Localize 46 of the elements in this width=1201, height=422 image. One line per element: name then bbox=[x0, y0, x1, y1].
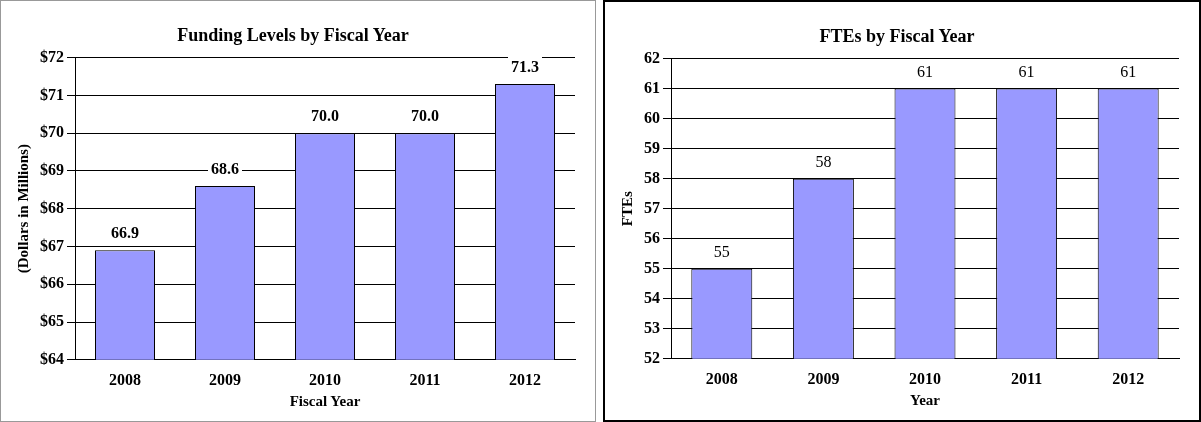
x-tick-label: 2010 bbox=[909, 369, 941, 387]
y-tick-label: $70 bbox=[40, 123, 64, 141]
y-tick-label: 52 bbox=[644, 348, 660, 366]
x-tick-label: 2009 bbox=[807, 369, 840, 387]
data-label: 68.6 bbox=[211, 160, 239, 178]
data-label: 61 bbox=[1120, 62, 1137, 80]
y-tick-label: 54 bbox=[644, 288, 660, 306]
y-tick-label: 58 bbox=[644, 168, 660, 186]
data-label: 58 bbox=[815, 152, 832, 170]
y-axis-title: (Dollars in Millions) bbox=[14, 144, 32, 274]
y-tick-label: 61 bbox=[644, 78, 660, 96]
chart-title: Funding Levels by Fiscal Year bbox=[177, 25, 409, 46]
chart-title: FTEs by Fiscal Year bbox=[819, 26, 975, 47]
x-tick-label: 2012 bbox=[1112, 369, 1145, 387]
y-tick-label: $72 bbox=[40, 47, 64, 65]
y-tick-label: $64 bbox=[40, 349, 64, 367]
x-tick-label: 2012 bbox=[509, 370, 541, 388]
data-label: 66.9 bbox=[111, 224, 139, 242]
x-tick-label: 2008 bbox=[705, 369, 738, 387]
y-tick-label: 56 bbox=[644, 228, 660, 246]
y-tick-label: 59 bbox=[644, 138, 660, 156]
data-label: 71.3 bbox=[511, 58, 539, 76]
y-tick-label: 60 bbox=[644, 108, 660, 126]
x-tick-label: 2009 bbox=[209, 370, 241, 388]
x-tick-label: 2008 bbox=[109, 370, 141, 388]
data-label: 61 bbox=[1018, 62, 1035, 80]
data-label: 61 bbox=[917, 62, 933, 80]
y-tick-label: $67 bbox=[40, 236, 64, 254]
x-axis-title: Fiscal Year bbox=[289, 392, 361, 409]
y-axis-title: FTEs bbox=[618, 191, 635, 227]
y-tick-label: $71 bbox=[40, 85, 64, 103]
y-tick-label: 62 bbox=[644, 48, 660, 66]
data-label: 55 bbox=[713, 242, 730, 260]
data-label: 70.0 bbox=[411, 107, 439, 125]
y-tick-label: $68 bbox=[40, 198, 64, 216]
x-tick-label: 2011 bbox=[409, 370, 441, 388]
y-tick-label: $66 bbox=[40, 274, 64, 292]
y-tick-label: 53 bbox=[644, 318, 660, 336]
x-tick-label: 2011 bbox=[1011, 369, 1043, 387]
y-tick-label: $69 bbox=[40, 161, 64, 179]
y-tick-label: 57 bbox=[644, 198, 660, 216]
x-axis-title: Year bbox=[910, 391, 941, 408]
y-tick-label: $65 bbox=[40, 312, 64, 330]
y-tick-label: 55 bbox=[644, 258, 660, 276]
x-tick-label: 2010 bbox=[309, 370, 341, 388]
data-label: 70.0 bbox=[311, 107, 339, 125]
